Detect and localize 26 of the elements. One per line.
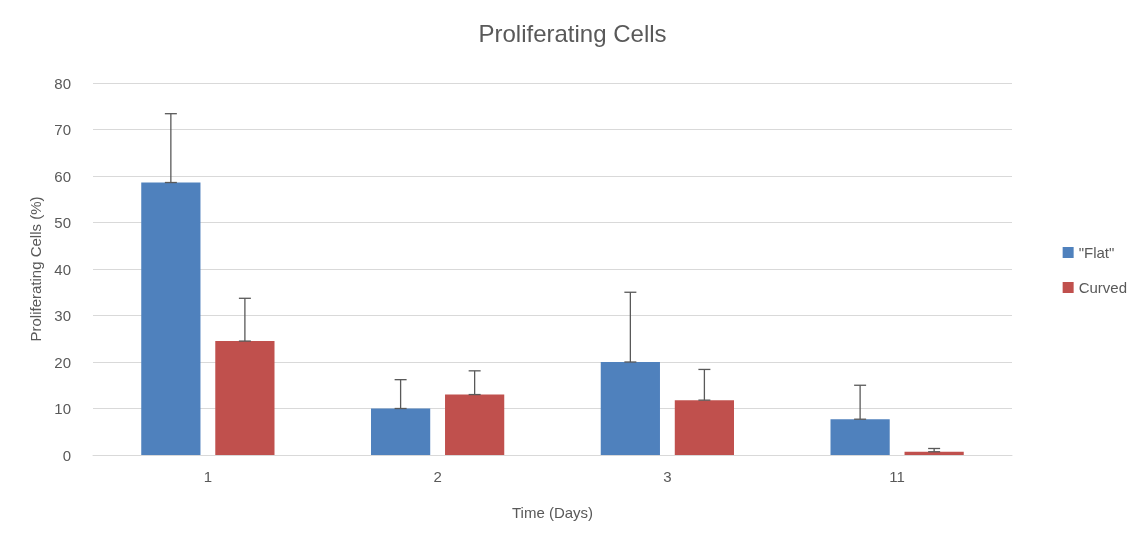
bar [371, 408, 431, 455]
bar [904, 451, 964, 455]
x-tick-label: 2 [433, 468, 442, 485]
bar [445, 394, 505, 455]
bar [215, 341, 275, 455]
x-tick-label: 1 [203, 468, 213, 485]
bar [674, 400, 734, 455]
bar [600, 362, 660, 455]
y-tick-label: 30 [54, 307, 71, 324]
y-tick-label: 0 [62, 446, 71, 464]
chart-title: Proliferating Cells [478, 19, 667, 47]
y-axis-title: Proliferating Cells (%) [27, 196, 44, 342]
y-tick-label: 80 [54, 74, 71, 92]
y-tick-label: 60 [54, 167, 71, 185]
bar [830, 419, 890, 455]
y-tick-label: 70 [54, 121, 71, 138]
x-tick-label: 3 [663, 468, 672, 485]
y-tick-label: 20 [54, 353, 71, 371]
y-tick-label: 10 [54, 400, 71, 417]
y-tick-label: 40 [54, 260, 71, 278]
legend-label: "Flat" [1078, 244, 1115, 261]
y-tick-label: 50 [54, 214, 71, 231]
bar [141, 182, 201, 455]
x-axis-title: Time (Days) [511, 504, 594, 521]
x-tick-label: 11 [889, 468, 905, 485]
legend-label: Curved [1078, 279, 1127, 296]
